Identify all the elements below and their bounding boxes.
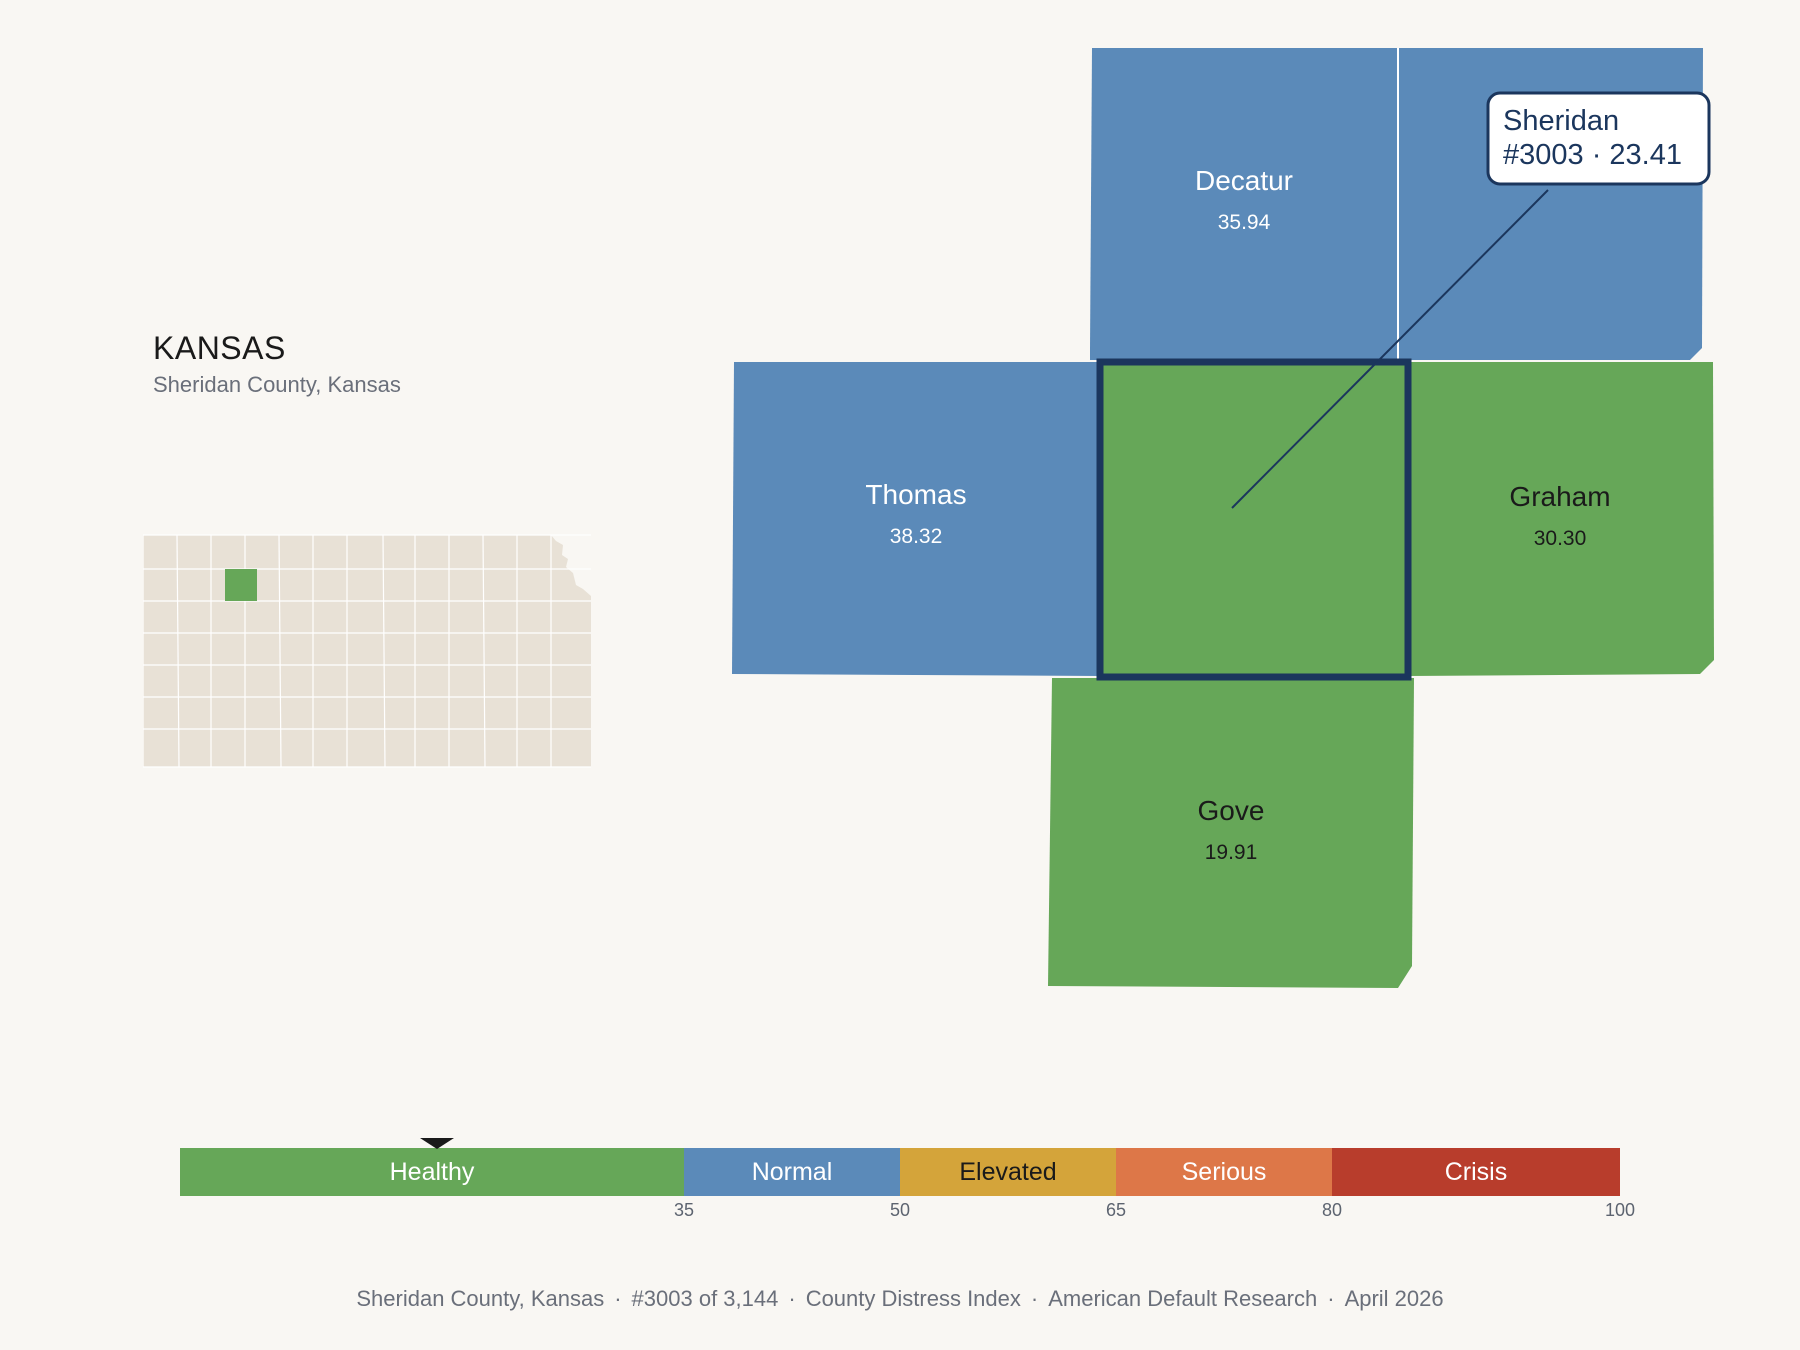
inset-focus-county [225,569,257,601]
footer-county: Sheridan County, Kansas [356,1286,605,1311]
callout-leader-line [1231,189,1549,509]
county-name: Graham [1509,481,1610,512]
score-marker-triangle [420,1138,455,1149]
county-shape-gove [1048,678,1414,988]
footer-source: American Default Research [1048,1286,1318,1311]
callout-box [1486,91,1711,186]
legend-tick: 35 [673,1200,695,1220]
county-shape-decatur [1090,48,1398,360]
county-name: Decatur [1195,165,1293,196]
county-subtitle: Sheridan County, Kansas [153,372,401,397]
legend-tick: 80 [1321,1200,1343,1220]
county-shape-sheridan [1096,358,1412,681]
county-value: 30.30 [1534,527,1587,550]
kansas-inset-map [143,534,591,768]
legend-tick: 100 [1604,1200,1636,1220]
legend-tick: 50 [889,1200,911,1220]
legend-segment-serious: Serious [1116,1148,1332,1196]
legend-segment-elevated: Elevated [900,1148,1116,1196]
state-title: KANSAS [153,330,286,366]
county-value: 35.94 [1218,211,1271,234]
county-name: Thomas [865,479,966,510]
footer: Sheridan County, Kansas · #3003 of 3,144 · C… [356,1286,1444,1311]
county-label-thomas: Thomas 38.32 [865,479,966,548]
legend-segment-crisis: Crisis [1332,1148,1620,1196]
callout-county-name: Sheridan [1503,105,1619,137]
legend-segment-healthy: Healthy [180,1148,684,1196]
county-label-decatur: Decatur 35.94 [1195,165,1293,234]
county-neighborhood-map: Decatur 35.94 Thomas 38.32 Graham 30.30 … [732,48,1714,988]
county-label-gove: Gove 19.91 [1198,795,1265,864]
county-label-graham: Graham 30.30 [1509,481,1610,550]
footer-date: April 2026 [1344,1286,1444,1311]
county-shape-thomas [732,362,1100,676]
inset-county-lines [143,534,591,768]
county-value: 38.32 [890,525,943,548]
distress-scale-legend: Healthy Normal Elevated Serious Crisis [180,1148,1620,1196]
footer-index: County Distress Index [805,1286,1021,1311]
footer-rank: #3003 of 3,144 [631,1286,779,1311]
legend-segment-normal: Normal [684,1148,900,1196]
legend-tick: 65 [1105,1200,1127,1220]
county-value: 19.91 [1205,841,1258,864]
county-name: Gove [1198,795,1265,826]
callout-rank-value: #3003 · 23.41 [1503,139,1682,171]
county-shape-graham [1408,362,1714,676]
focus-county-callout: Sheridan #3003 · 23.41 [1486,91,1711,186]
